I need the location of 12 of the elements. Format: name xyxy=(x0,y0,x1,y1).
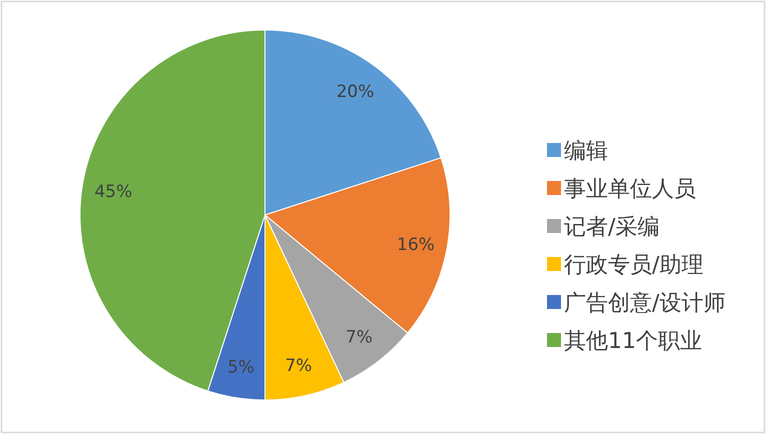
data-label: 20% xyxy=(336,82,374,102)
legend-label: 事业单位人员 xyxy=(564,177,696,202)
data-label: 16% xyxy=(396,234,435,255)
legend-label: 广告创意/设计师 xyxy=(564,291,726,316)
data-label: 45% xyxy=(94,182,132,202)
data-label: 7% xyxy=(285,356,312,376)
legend-label: 行政专员/助理 xyxy=(564,253,704,278)
data-label: 7% xyxy=(346,327,373,348)
data-label: 5% xyxy=(227,358,254,378)
legend-label: 编辑 xyxy=(564,139,608,164)
legend-label: 记者/采编 xyxy=(564,215,660,240)
legend-label: 其他11个职业 xyxy=(564,329,702,354)
